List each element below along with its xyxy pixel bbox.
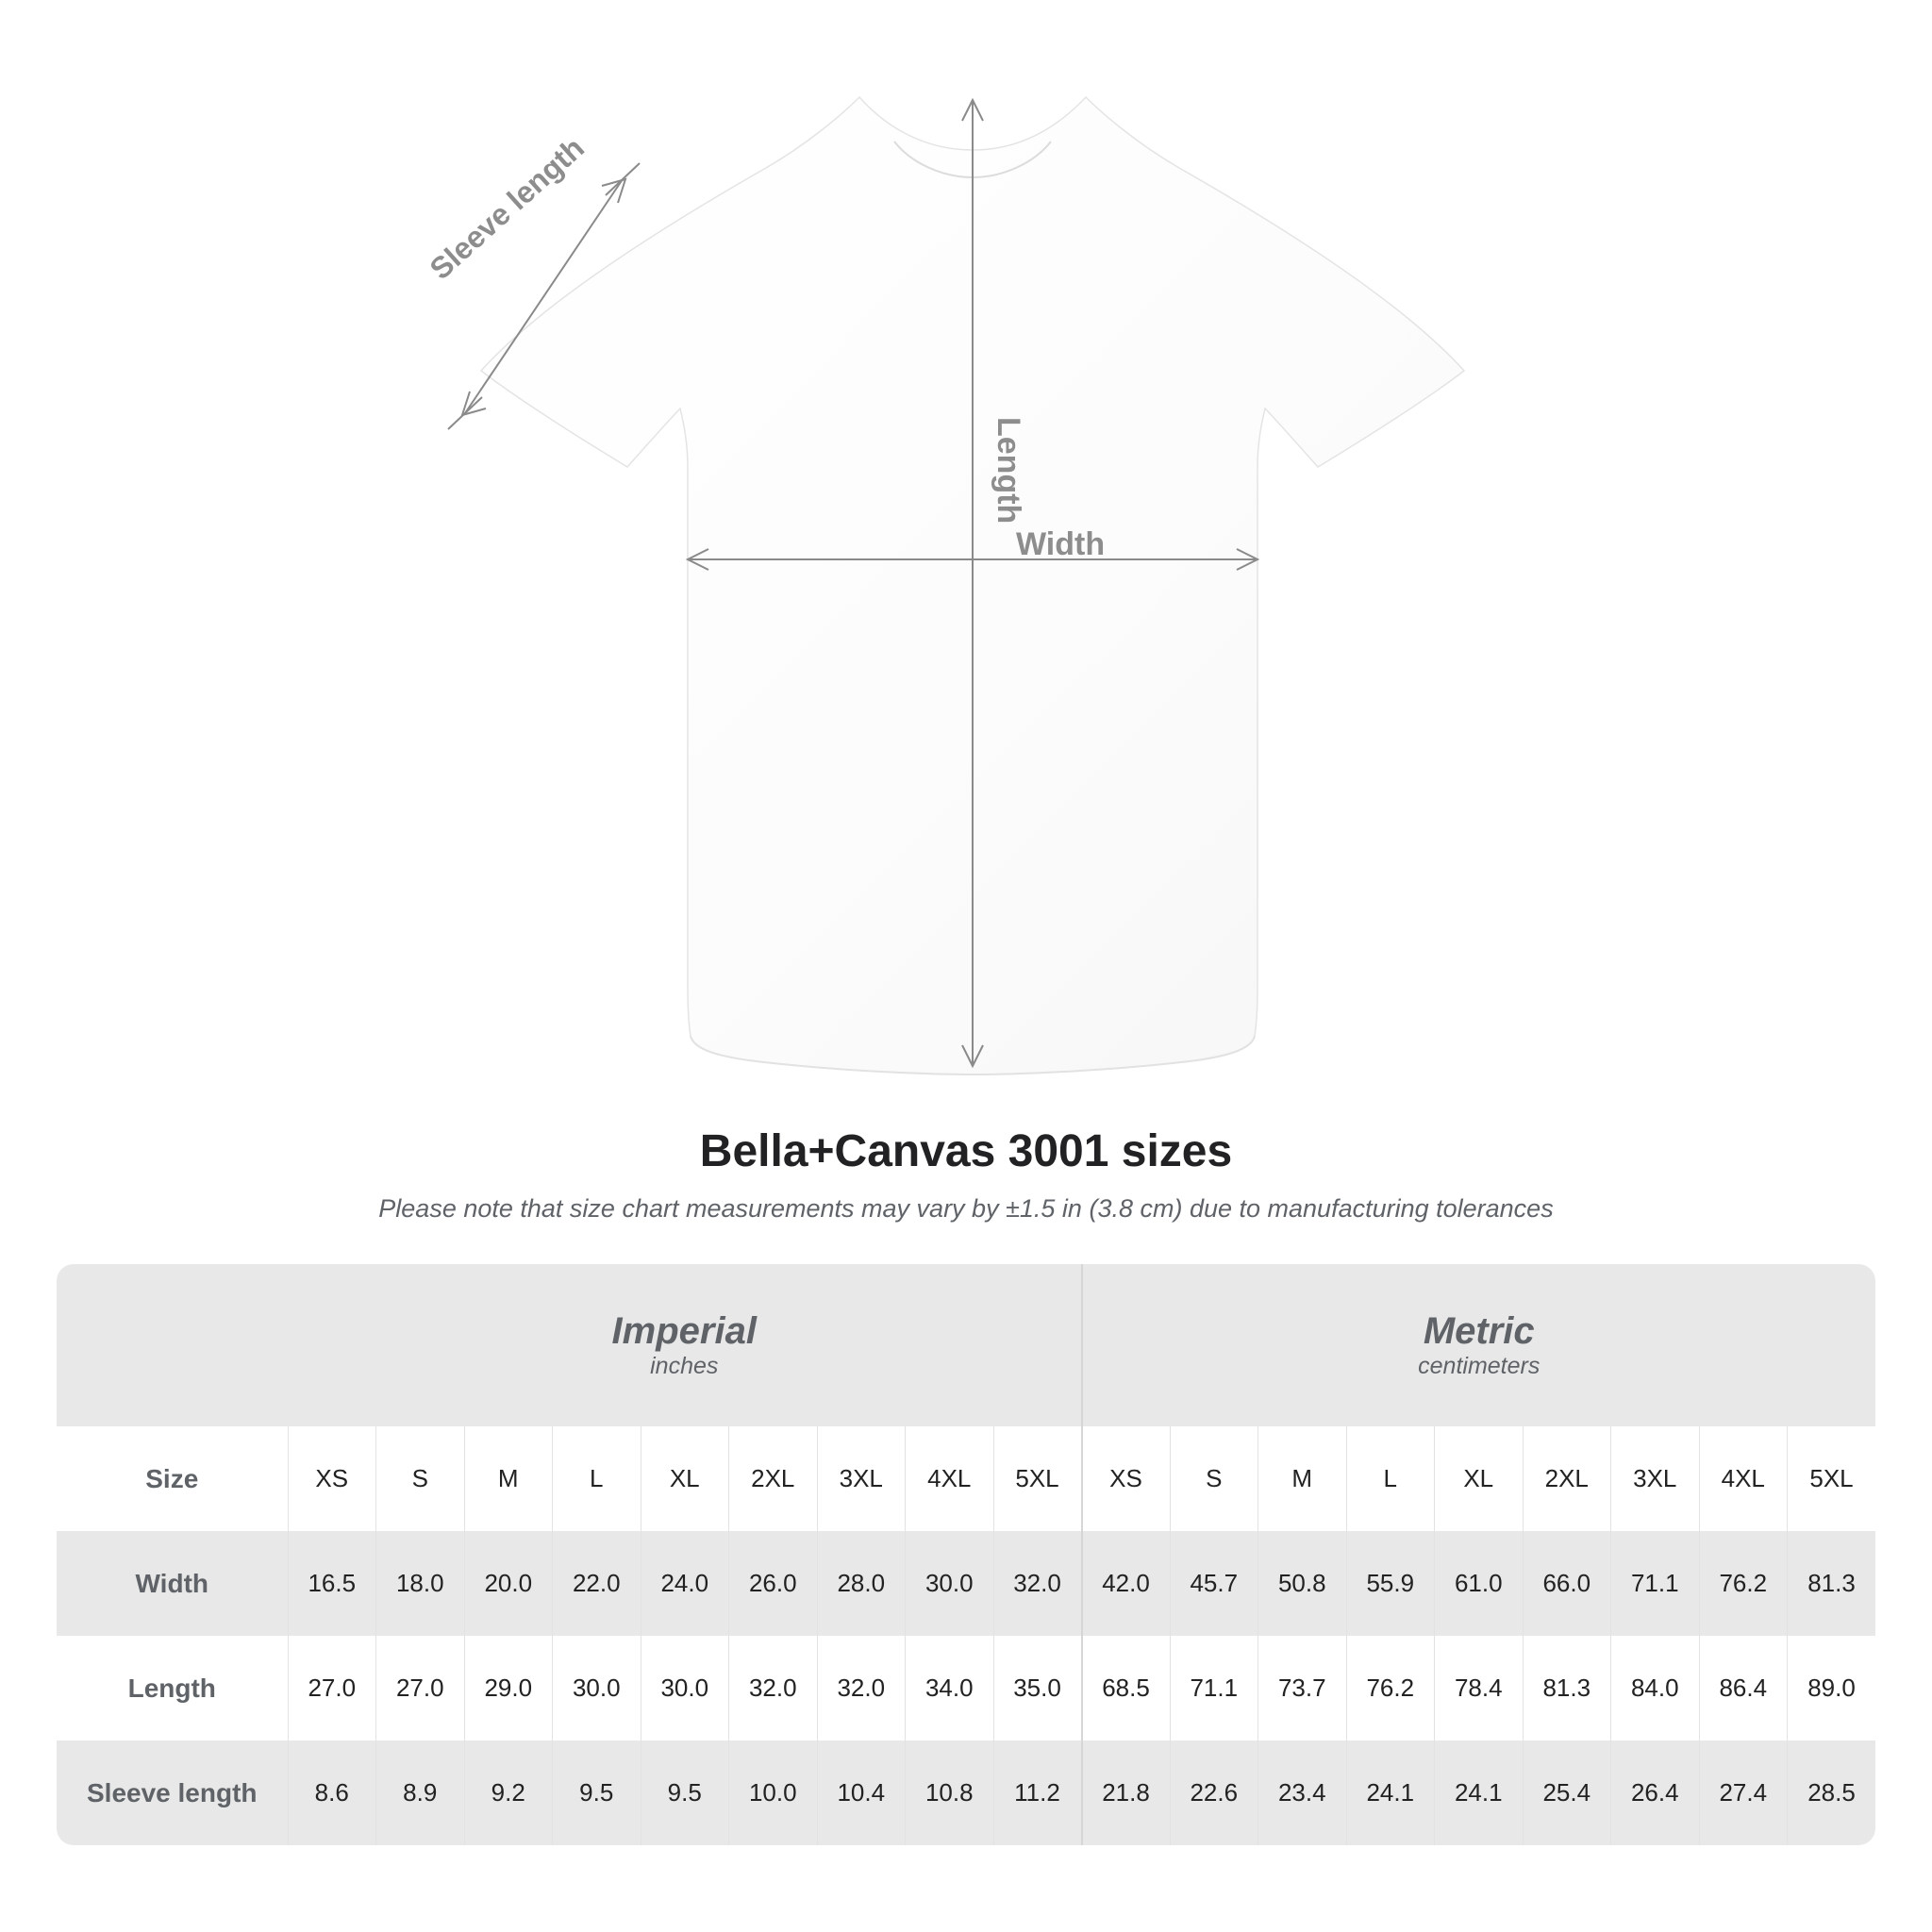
svg-text:Width: Width [1016,526,1105,562]
svg-text:Length: Length [991,417,1026,524]
